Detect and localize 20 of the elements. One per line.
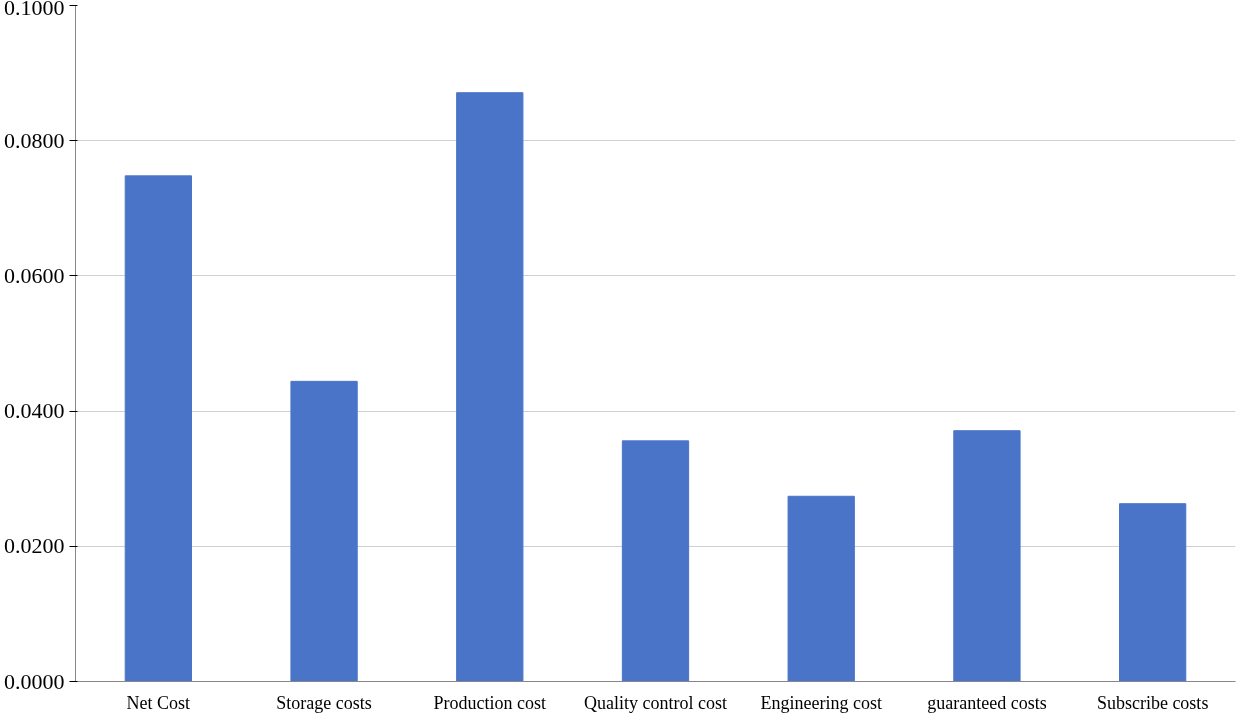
x-tick-label: Quality control cost [584, 692, 727, 713]
y-tick-label: 0.1000 [4, 0, 65, 20]
bar [953, 430, 1021, 682]
bar [290, 380, 358, 682]
x-tick-label: Net Cost [126, 692, 191, 713]
bar [456, 92, 524, 682]
x-tick-label: Storage costs [276, 692, 372, 713]
y-tick-label: 0.0000 [4, 668, 65, 694]
x-tick-label: guaranteed costs [927, 692, 1047, 713]
y-tick-label: 0.0600 [4, 262, 65, 288]
bar [787, 495, 855, 682]
x-tick-label: Engineering cost [760, 692, 882, 713]
x-tick-label: Subscribe costs [1096, 692, 1209, 713]
bar [124, 175, 192, 682]
bar [1119, 503, 1187, 682]
y-tick-label: 0.0800 [4, 127, 65, 153]
x-tick-label: Production cost [433, 692, 547, 713]
y-tick-label: 0.0200 [4, 533, 65, 559]
bar [621, 440, 690, 682]
y-tick-label: 0.0400 [4, 398, 65, 424]
